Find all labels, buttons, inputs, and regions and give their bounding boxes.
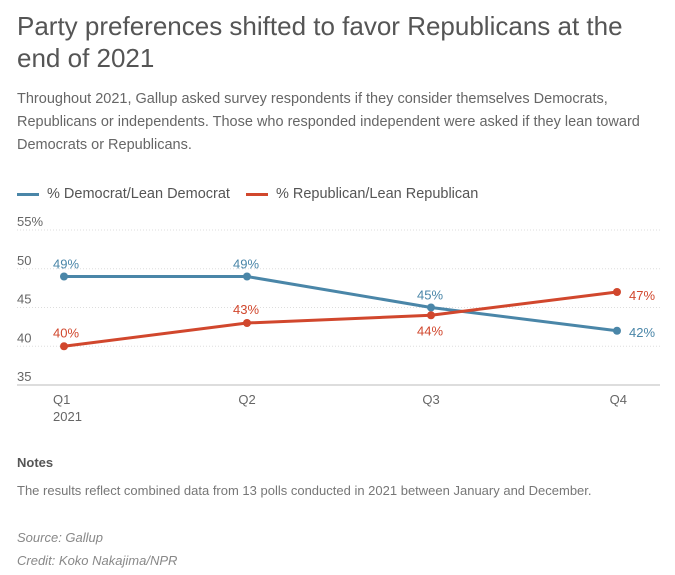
series-line-dem bbox=[64, 275, 618, 333]
data-label-rep: 44% bbox=[417, 323, 443, 338]
data-point-dem bbox=[427, 303, 435, 312]
y-tick-label: 45 bbox=[17, 292, 31, 307]
data-label-dem: 45% bbox=[417, 288, 443, 303]
legend-swatch-dem bbox=[17, 192, 39, 196]
legend-item-dem: % Democrat/Lean Democrat bbox=[17, 186, 230, 202]
data-label-rep: 47% bbox=[629, 288, 655, 303]
notes-heading: Notes bbox=[17, 455, 54, 470]
y-tick-label: 35 bbox=[17, 369, 31, 384]
x-tick-label: Q3 bbox=[422, 392, 439, 407]
notes-text: The results reflect combined data from 1… bbox=[17, 483, 592, 498]
credit-text: Credit: Koko Nakajima/NPR bbox=[17, 553, 178, 568]
legend-swatch-rep bbox=[245, 192, 268, 196]
data-point-rep bbox=[427, 311, 435, 320]
legend-label-dem: % Democrat/Lean Democrat bbox=[47, 186, 230, 202]
data-label-dem: 42% bbox=[629, 325, 655, 340]
chart-title: Party preferences shifted to favor Repub… bbox=[17, 11, 623, 73]
data-point-rep bbox=[60, 342, 68, 351]
y-tick-label: 50 bbox=[17, 253, 31, 268]
data-point-rep bbox=[613, 288, 621, 296]
series-line-rep bbox=[63, 290, 618, 348]
source-text: Source: Gallup bbox=[17, 530, 103, 545]
y-tick-label: 55% bbox=[17, 215, 43, 229]
data-point-dem bbox=[60, 272, 68, 281]
line-chart: 55% 50 45 40 35 Q1 2021 Q2 Q3 Q4 49% 49% 45% 42% 40% 43… bbox=[17, 215, 660, 424]
data-point-dem bbox=[243, 272, 251, 281]
data-point-dem bbox=[613, 326, 621, 335]
legend-item-rep: % Republican/Lean Republican bbox=[245, 186, 479, 202]
legend-label-rep: % Republican/Lean Republican bbox=[275, 186, 479, 202]
x-tick-label: Q1 bbox=[53, 392, 70, 407]
data-label-dem: 49% bbox=[53, 257, 79, 272]
data-point-rep bbox=[243, 319, 251, 327]
legend: % Democrat/Lean Democrat % Republican/Le… bbox=[17, 186, 494, 202]
x-tick-label: Q4 bbox=[610, 392, 627, 407]
x-tick-sublabel: 2021 bbox=[53, 409, 82, 424]
x-tick-label: Q2 bbox=[238, 392, 255, 407]
y-tick-label: 40 bbox=[17, 330, 31, 345]
data-label-rep: 43% bbox=[233, 302, 259, 317]
data-label-rep: 40% bbox=[53, 325, 79, 340]
chart-subtitle: Throughout 2021, Gallup asked survey res… bbox=[17, 91, 640, 153]
data-label-dem: 49% bbox=[233, 257, 259, 272]
